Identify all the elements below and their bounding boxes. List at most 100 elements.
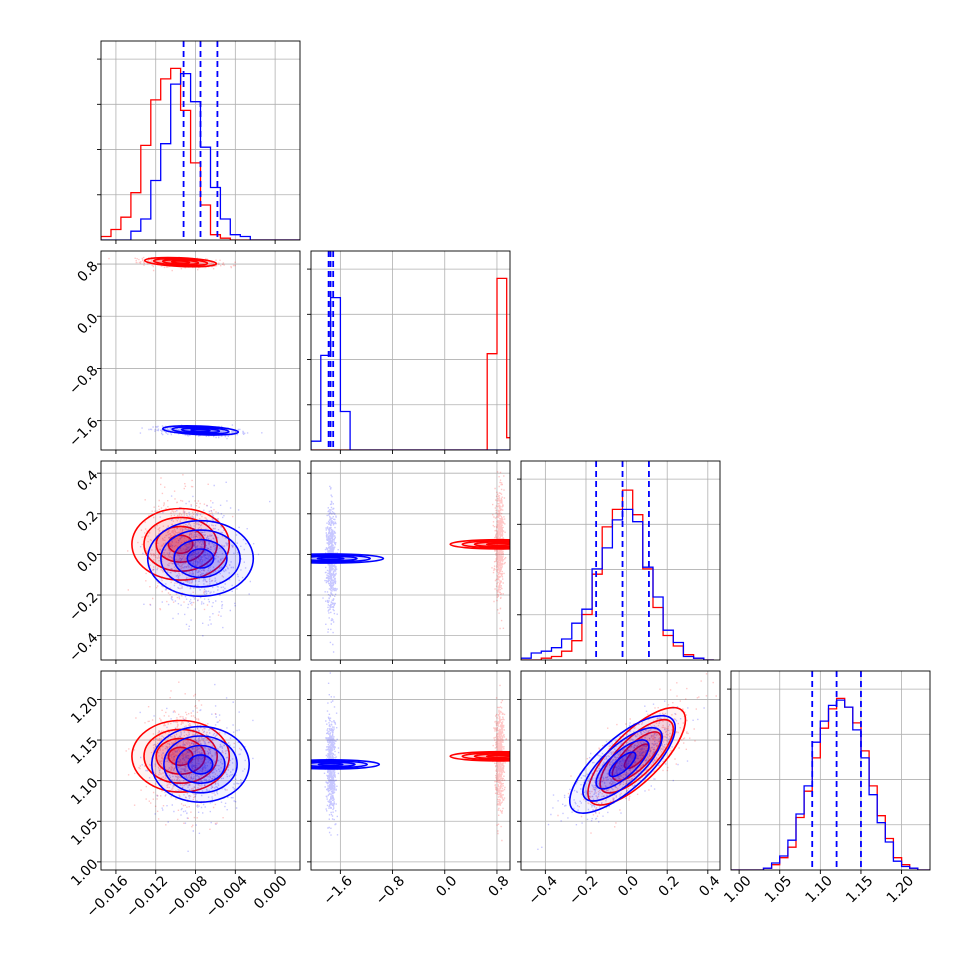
contour-red — [152, 257, 209, 267]
x-tick-label: 0.4 — [696, 873, 723, 900]
density-fill-red — [144, 729, 218, 784]
scatter-points-blue — [322, 485, 339, 653]
panel-2-0: −0.4 −0.2 0.0 0.2 0.4 — [66, 460, 301, 665]
x-tick-label: 1.10 — [803, 873, 836, 906]
histogram-red — [311, 277, 510, 450]
density-fill-blue — [582, 727, 663, 801]
contour-red — [143, 256, 218, 268]
panel-0-0 — [97, 40, 301, 244]
density-fill-red — [156, 738, 206, 775]
panel-frame — [100, 250, 301, 451]
contour-red — [155, 525, 206, 563]
y-tick-label: 1.15 — [68, 734, 101, 767]
y-tick-label: 0.8 — [74, 258, 101, 285]
density-fill-blue — [609, 752, 636, 777]
y-tick-label: −0.4 — [66, 630, 101, 665]
contour-blue — [161, 424, 240, 436]
scatter-points-blue — [323, 672, 340, 836]
panel-3-0: −0.016−0.012−0.008−0.004 0.000 1.00 1.05 1.1… — [68, 670, 301, 921]
contour-red — [611, 731, 662, 782]
panel-content — [311, 471, 510, 653]
contour-blue — [173, 538, 228, 579]
x-tick-label: −0.016 — [84, 873, 132, 921]
contour-blue — [190, 428, 211, 433]
x-tick-label: 0.0 — [615, 873, 642, 900]
y-tick-label: 1.05 — [68, 816, 101, 849]
contour-red — [485, 542, 510, 547]
contour-red — [485, 754, 510, 759]
scatter-points-red — [492, 684, 508, 842]
panel-frame — [310, 250, 511, 451]
x-tick-label: 1.15 — [843, 873, 876, 906]
contour-blue — [160, 529, 241, 588]
density-fill-blue — [151, 726, 250, 803]
panel-content — [125, 681, 254, 852]
y-tick-label: 1.10 — [68, 775, 101, 808]
x-tick-label: −0.2 — [566, 873, 601, 908]
histogram-blue — [311, 296, 510, 450]
x-tick-label: 1.20 — [884, 873, 917, 906]
contour-blue — [311, 553, 385, 564]
scatter-points-red — [491, 471, 507, 630]
x-tick-label: −0.8 — [373, 873, 408, 908]
panel-3-2: −0.4 −0.2 0.0 0.2 0.4 — [517, 670, 723, 908]
y-tick-label: −1.6 — [66, 415, 101, 450]
contour-blue — [311, 761, 356, 768]
y-tick-label: 0.0 — [74, 311, 101, 338]
contour-blue — [151, 725, 251, 804]
density-fill-blue — [569, 715, 676, 814]
panel-frame — [520, 460, 721, 661]
density-fill-blue — [147, 520, 254, 597]
panel-1-1 — [307, 250, 511, 454]
contour-red — [449, 538, 510, 550]
contour-red — [473, 753, 510, 760]
density-fill-blue — [596, 740, 649, 789]
histogram-red — [731, 697, 930, 870]
y-tick-label: 0.0 — [74, 549, 101, 576]
density-fill-blue — [174, 539, 227, 578]
contour-blue — [146, 519, 255, 598]
x-tick-label: −0.012 — [123, 873, 171, 921]
panel-content — [108, 256, 263, 440]
y-tick-label: 0.4 — [74, 467, 101, 494]
panel-2-1 — [307, 460, 511, 664]
contour-red — [461, 540, 510, 549]
scatter-points-red — [125, 681, 241, 830]
histogram-blue — [731, 699, 930, 870]
contour-red — [473, 541, 510, 548]
panel-frame — [520, 670, 721, 871]
panel-frame — [100, 460, 301, 661]
contour-blue — [316, 556, 345, 561]
x-tick-label: −0.004 — [203, 873, 251, 921]
panel-2-2 — [517, 460, 721, 664]
density-fill-red — [624, 744, 649, 769]
y-tick-label: −0.2 — [66, 589, 101, 624]
contour-blue — [311, 554, 371, 563]
x-tick-label: −1.6 — [321, 873, 356, 908]
histogram-blue — [521, 508, 714, 660]
x-tick-label: −0.008 — [163, 873, 211, 921]
contour-red — [131, 507, 231, 581]
panel-content — [311, 251, 510, 450]
density-fill-red — [131, 720, 230, 793]
panel-frame — [730, 670, 931, 871]
x-tick-label: 0.8 — [485, 873, 512, 900]
contour-red — [587, 706, 687, 806]
panel-frame — [310, 460, 511, 661]
panel-3-3: 1.00 1.05 1.10 1.15 1.20 — [721, 670, 931, 906]
density-fill-red — [131, 508, 230, 581]
contour-red — [170, 260, 191, 265]
contour-blue — [311, 555, 358, 562]
contour-red — [449, 750, 510, 762]
x-tick-label: 0.2 — [656, 873, 683, 900]
contour-blue — [175, 744, 226, 785]
panel-content — [101, 41, 300, 240]
scatter-points-red — [126, 474, 234, 616]
contour-blue — [171, 426, 230, 435]
histogram-red — [521, 489, 714, 660]
panel-3-1: −1.6 −0.8 0.0 0.8 — [307, 670, 513, 908]
density-fill-red — [168, 535, 193, 554]
y-tick-label: 1.20 — [68, 694, 101, 727]
panel-content — [521, 461, 714, 660]
